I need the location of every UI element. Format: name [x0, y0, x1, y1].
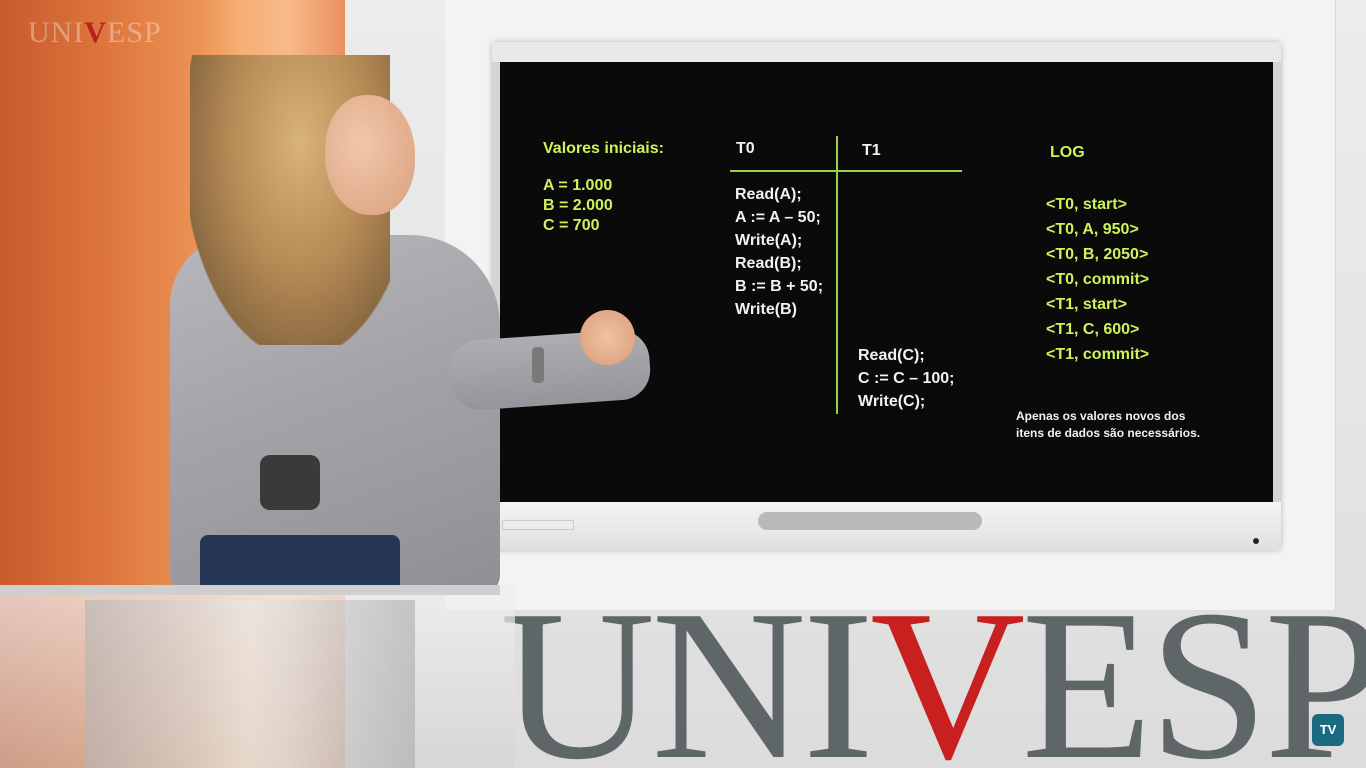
t0-operations: Read(A); A := A – 50; Write(A); Read(B);…: [735, 183, 823, 321]
t0-op: A := A – 50;: [735, 209, 821, 226]
log-entry: <T1, commit>: [1046, 346, 1150, 363]
log-entry: <T1, start>: [1046, 296, 1127, 313]
log-entry: <T0, A, 950>: [1046, 221, 1139, 238]
monitor-top-bezel: [492, 42, 1281, 62]
note-line: Apenas os valores novos dos: [1016, 409, 1186, 423]
presenter-hand: [580, 310, 635, 365]
presenter: [160, 55, 653, 595]
table-vertical-line: [836, 136, 838, 414]
t0-op: Write(B): [735, 301, 797, 318]
corner-logo: UNIVESP: [28, 16, 162, 49]
log-entry: <T0, B, 2050>: [1046, 246, 1149, 263]
log-note: Apenas os valores novos dos itens de dad…: [1016, 408, 1200, 442]
log-title: LOG: [1050, 144, 1085, 161]
note-line: itens de dados são necessários.: [1016, 426, 1201, 440]
monitor-controls: [502, 520, 574, 530]
presenter-face: [325, 95, 415, 215]
t0-op: Read(B);: [735, 255, 802, 272]
t1-op: Write(C);: [858, 393, 926, 410]
initial-value: B = 2.000: [543, 197, 613, 214]
t1-header: T1: [862, 142, 881, 159]
log-entry: <T1, C, 600>: [1046, 321, 1140, 338]
log-entry: <T0, start>: [1046, 196, 1127, 213]
initial-values-title: Valores iniciais:: [543, 140, 664, 157]
wall-brand-logo: UNIVESP: [500, 585, 1366, 768]
t0-op: Read(A);: [735, 186, 802, 203]
t1-op: Read(C);: [858, 347, 925, 364]
podium-top: [0, 585, 500, 595]
podium-column: [85, 600, 415, 768]
t0-op: B := B + 50;: [735, 278, 824, 295]
t1-op: C := C – 100;: [858, 370, 955, 387]
wristwatch: [532, 347, 544, 383]
t1-operations: Read(C); C := C – 100; Write(C);: [858, 344, 954, 413]
initial-value: A = 1.000: [543, 177, 613, 194]
t0-op: Write(A);: [735, 232, 803, 249]
tv-channel-badge: TV: [1312, 714, 1344, 746]
slide-screen: Valores iniciais: A = 1.000 B = 2.000 C …: [500, 62, 1273, 502]
monitor-scrollbar: [758, 512, 982, 530]
log-entries: <T0, start> <T0, A, 950> <T0, B, 2050> <…: [1046, 192, 1149, 367]
initial-values-list: A = 1.000 B = 2.000 C = 700: [543, 176, 613, 236]
monitor-bottom-bezel: [492, 502, 1281, 550]
display-monitor: Valores iniciais: A = 1.000 B = 2.000 C …: [492, 42, 1281, 550]
bracelet: [260, 455, 320, 510]
t0-header: T0: [736, 140, 755, 157]
log-entry: <T0, commit>: [1046, 271, 1150, 288]
table-horizontal-line: [730, 170, 962, 172]
initial-value: C = 700: [543, 217, 600, 234]
power-indicator-icon: [1253, 538, 1259, 544]
